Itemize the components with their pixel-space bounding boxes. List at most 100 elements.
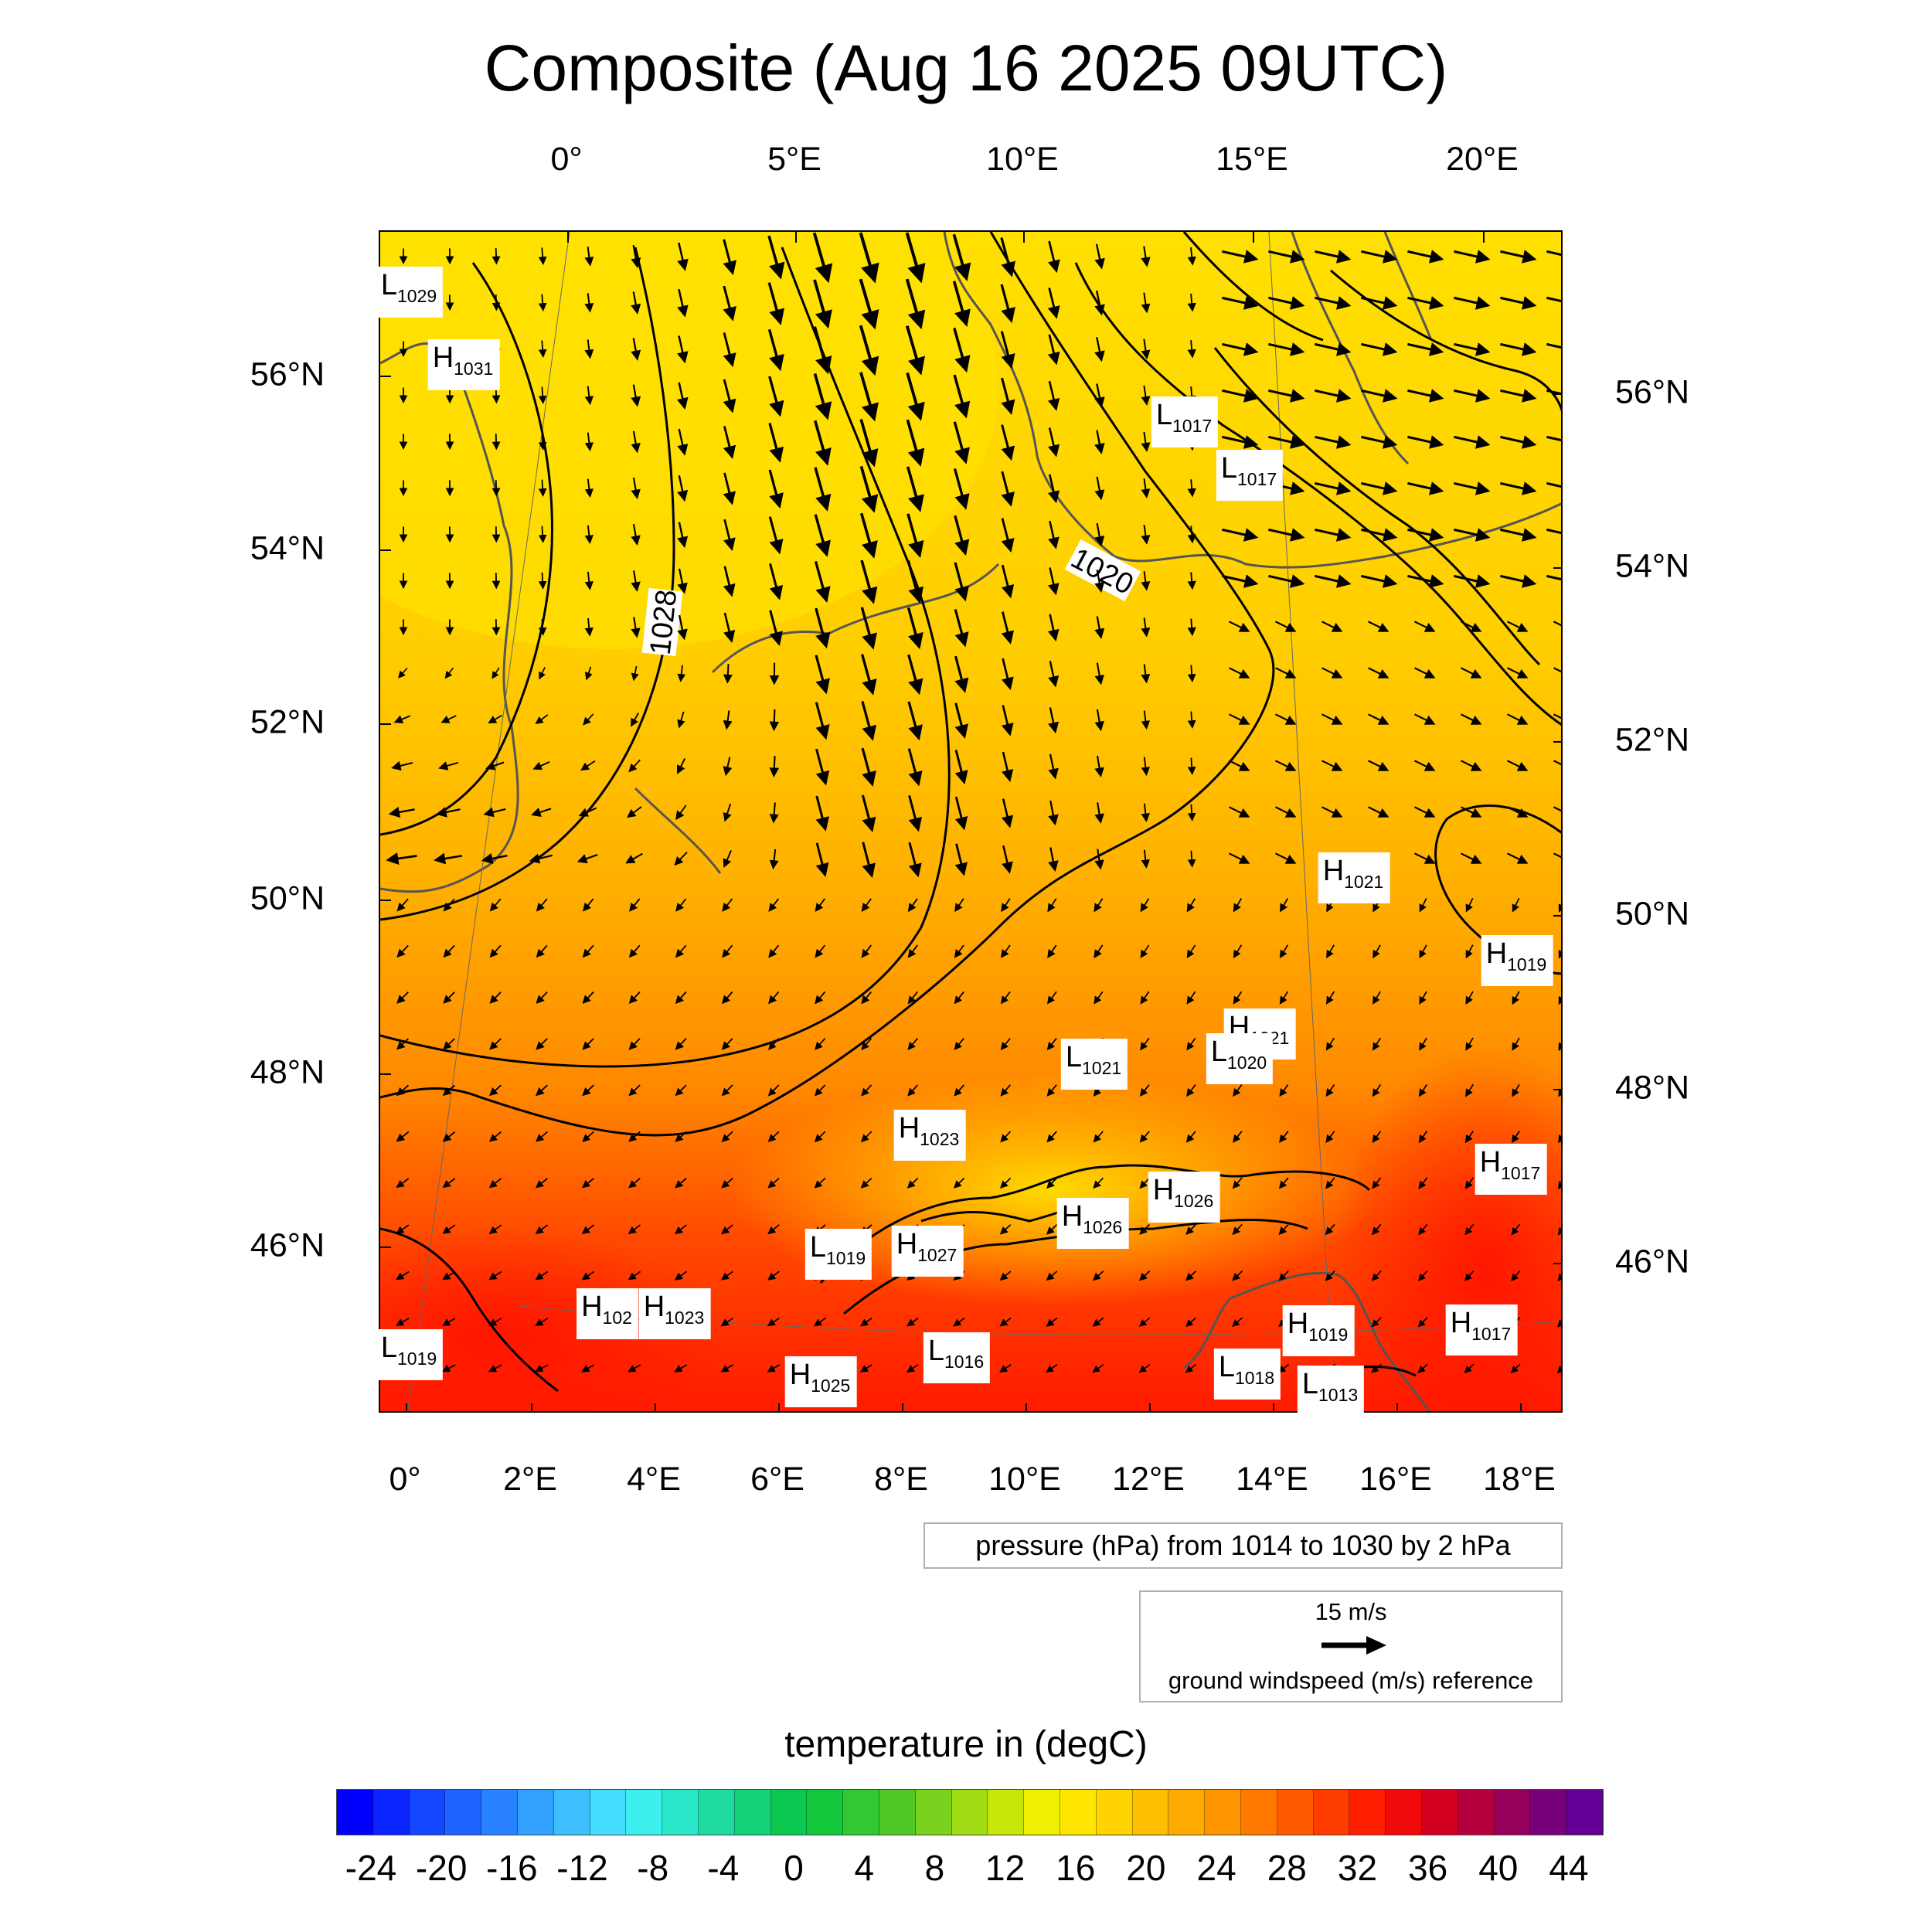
wind-arrow: [584, 386, 594, 406]
wind-arrow: [628, 1038, 641, 1050]
wind-arrow: [628, 1131, 641, 1142]
wind-arrow: [1047, 287, 1060, 319]
wind-arrow: [1417, 1317, 1428, 1328]
wind-arrow: [538, 294, 547, 311]
wind-arrow: [953, 1317, 965, 1327]
wind-arrow: [1229, 667, 1250, 679]
wind-arrow: [1048, 707, 1060, 734]
pressure-center-value: 1026: [1083, 1217, 1123, 1237]
wind-arrow: [1187, 804, 1196, 821]
wind-arrow: [953, 1177, 965, 1189]
wind-arrow: [723, 472, 736, 505]
wind-arrow: [1275, 806, 1297, 818]
colorbar-tick-label: -4: [707, 1848, 740, 1888]
wind-arrow: [442, 1318, 456, 1326]
wind-arrow: [578, 807, 597, 817]
wind-arrow: [815, 1038, 826, 1050]
wind-arrow: [813, 372, 832, 420]
wind-arrow: [1141, 757, 1150, 777]
wind-arrow: [1139, 1177, 1150, 1189]
wind-arrow: [539, 667, 546, 680]
wind-arrow: [584, 247, 594, 267]
wind-arrow: [1507, 713, 1529, 725]
wind-arrow: [631, 291, 641, 315]
pressure-center-type: L: [1065, 1041, 1082, 1073]
wind-arrow: [859, 512, 878, 559]
wind-arrow: [1094, 709, 1104, 732]
wind-arrow: [861, 991, 872, 1005]
wind-arrow: [1001, 377, 1015, 415]
pressure-center-value: 1017: [1172, 416, 1213, 436]
wind-arrow: [1407, 296, 1444, 310]
wind-arrow: [1546, 250, 1561, 257]
wind-arrow: [954, 991, 964, 1005]
wind-arrow: [1321, 806, 1343, 818]
wind-arrow: [1268, 342, 1305, 356]
wind-arrow: [584, 617, 594, 637]
colorbar-swatch: [807, 1790, 844, 1835]
wind-arrow: [489, 898, 502, 912]
wind-arrow: [1361, 435, 1398, 449]
colorbar-tick-label: 0: [784, 1848, 804, 1888]
wind-arrow: [1000, 284, 1015, 324]
high-pressure-center: H1023: [893, 1110, 966, 1161]
wind-arrow: [1372, 1223, 1382, 1236]
wind-arrow: [861, 1084, 872, 1097]
wind-arrow: [538, 526, 547, 543]
wind-arrow: [861, 1038, 872, 1050]
wind-arrow: [814, 560, 831, 603]
wind-reference-arrow-icon: [1321, 1636, 1386, 1655]
wind-arrow: [769, 610, 783, 647]
wind-arrow: [1001, 658, 1014, 691]
wind-arrow: [674, 1270, 687, 1281]
wind-legend-label: ground windspeed (m/s) reference: [1168, 1667, 1534, 1694]
wind-arrow: [1558, 1042, 1561, 1051]
right-tick-label: 52°N: [1615, 721, 1690, 759]
pressure-center-value: 1017: [1501, 1163, 1541, 1183]
wind-arrow: [1222, 296, 1259, 310]
wind-arrow: [720, 1317, 734, 1327]
wind-arrow: [1464, 1131, 1475, 1144]
pressure-center-type: H: [1287, 1308, 1309, 1340]
pressure-center-type: L: [1210, 1036, 1227, 1068]
bottom-tick-label: 18°E: [1483, 1461, 1556, 1498]
wind-arrow: [442, 1270, 456, 1281]
wind-arrow: [907, 701, 923, 741]
wind-arrow: [768, 898, 780, 912]
pressure-center-type: L: [927, 1335, 944, 1367]
wind-arrow: [859, 1317, 872, 1327]
bottom-tick-label: 10°E: [988, 1461, 1061, 1498]
wind-arrow: [1094, 290, 1105, 316]
wind-arrow: [677, 568, 688, 594]
wind-arrow: [767, 1364, 781, 1372]
wind-arrow: [1141, 803, 1150, 822]
wind-arrow: [1510, 1363, 1521, 1374]
left-tick-label: 54°N: [250, 529, 325, 567]
colorbar-tick-label: 28: [1267, 1848, 1307, 1888]
wind-arrow: [580, 760, 596, 771]
wind-arrow: [584, 525, 594, 544]
wind-arrow: [1277, 1363, 1290, 1373]
wind-arrow: [815, 655, 830, 695]
wind-arrow: [442, 1224, 456, 1234]
wind-arrow: [443, 1038, 455, 1050]
wind-arrow: [1454, 389, 1491, 403]
wind-arrow: [677, 288, 689, 318]
wind-arrow: [536, 944, 548, 958]
wind-arrow: [906, 419, 925, 467]
wind-arrow: [1321, 713, 1343, 725]
wind-arrow: [722, 944, 733, 958]
wind-arrow: [1000, 237, 1015, 277]
colorbar-tick-label: -8: [637, 1848, 669, 1888]
colorbar-tick-label: 32: [1337, 1848, 1378, 1888]
wind-arrow: [441, 1364, 456, 1372]
pressure-center-type: H: [1450, 1307, 1472, 1339]
wind-arrow: [1094, 802, 1104, 824]
wind-arrow: [1325, 1037, 1335, 1051]
wind-arrow: [859, 1364, 872, 1372]
wind-arrow: [954, 944, 964, 958]
wind-arrow: [1046, 1223, 1058, 1235]
wind-arrow: [488, 1084, 502, 1097]
wind-arrow: [582, 944, 594, 958]
wind-arrow: [675, 1131, 687, 1142]
